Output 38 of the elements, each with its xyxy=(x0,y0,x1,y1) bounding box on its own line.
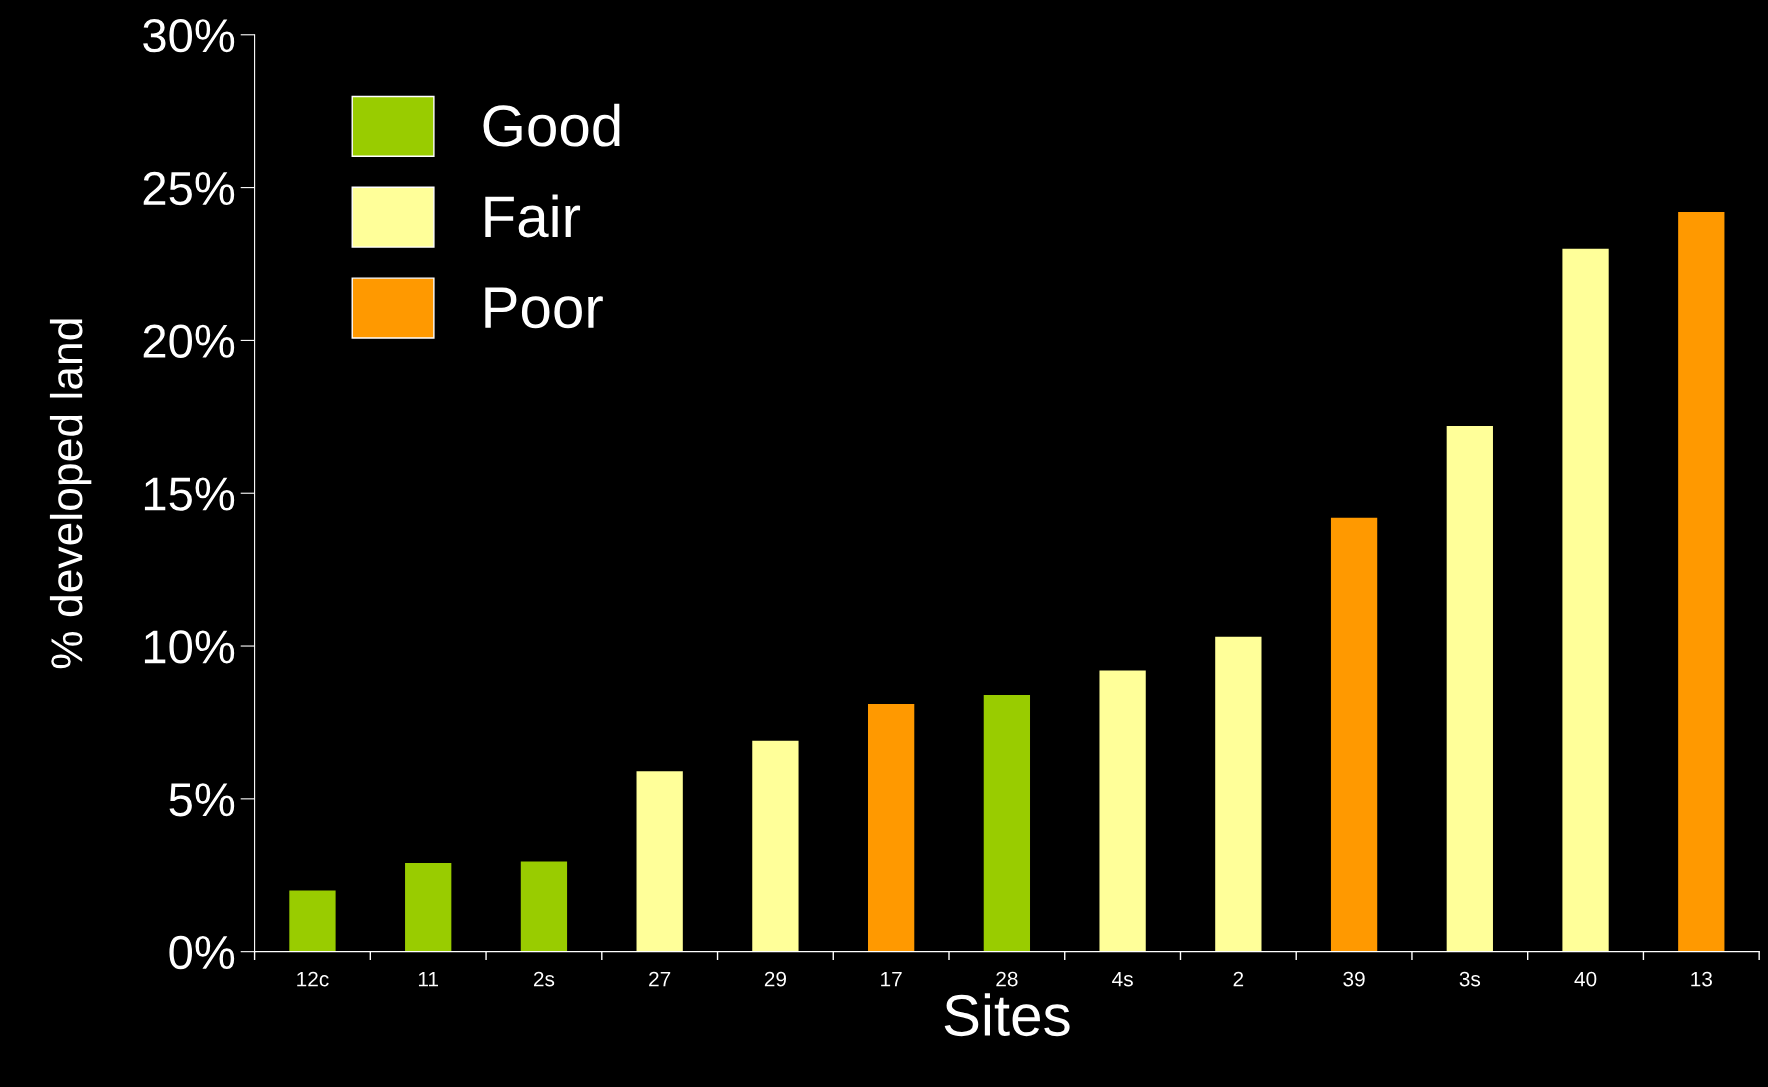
x-tick-label: 39 xyxy=(1343,971,1365,987)
bar xyxy=(1099,670,1146,952)
x-tick-label: 40 xyxy=(1574,971,1597,987)
bar xyxy=(983,694,1031,952)
x-tick-label: 4s xyxy=(1112,971,1133,987)
bar xyxy=(1678,212,1725,952)
y-axis-title: % developed land xyxy=(49,319,92,669)
bar xyxy=(1562,248,1609,952)
legend-label: Fair xyxy=(485,194,581,238)
y-tick-label: 30% xyxy=(143,18,235,53)
x-tick-label: 17 xyxy=(881,971,902,987)
bar xyxy=(1330,517,1378,952)
bar xyxy=(289,890,336,952)
bar xyxy=(867,704,915,952)
x-tick-label: 13 xyxy=(1691,971,1712,987)
y-tick-label: 0% xyxy=(169,935,235,970)
legend-label: Poor xyxy=(485,287,603,329)
bar xyxy=(1446,425,1493,952)
legend-label: Good xyxy=(483,103,620,147)
bar xyxy=(405,863,452,952)
x-tick-label: 29 xyxy=(764,971,786,987)
x-axis-title: Sites xyxy=(944,993,1070,1037)
x-tick-label: 2s xyxy=(533,971,555,987)
bar xyxy=(1215,636,1262,952)
x-tick-label: 12c xyxy=(297,971,329,987)
x-tick-label: 2 xyxy=(1233,971,1244,987)
bar xyxy=(520,861,568,952)
y-tick-label: 5% xyxy=(169,783,235,817)
x-tick-label: 3s xyxy=(1459,971,1481,987)
x-tick-label: 27 xyxy=(649,971,671,987)
y-tick-label: 10% xyxy=(144,630,235,664)
bar xyxy=(752,740,799,952)
y-tick-label: 20% xyxy=(143,324,235,358)
y-tick-label: 15% xyxy=(144,477,235,511)
y-tick-label: 25% xyxy=(143,171,235,206)
x-tick-label: 28 xyxy=(996,971,1018,987)
bar xyxy=(636,771,683,952)
x-tick-label: 11 xyxy=(418,971,438,987)
